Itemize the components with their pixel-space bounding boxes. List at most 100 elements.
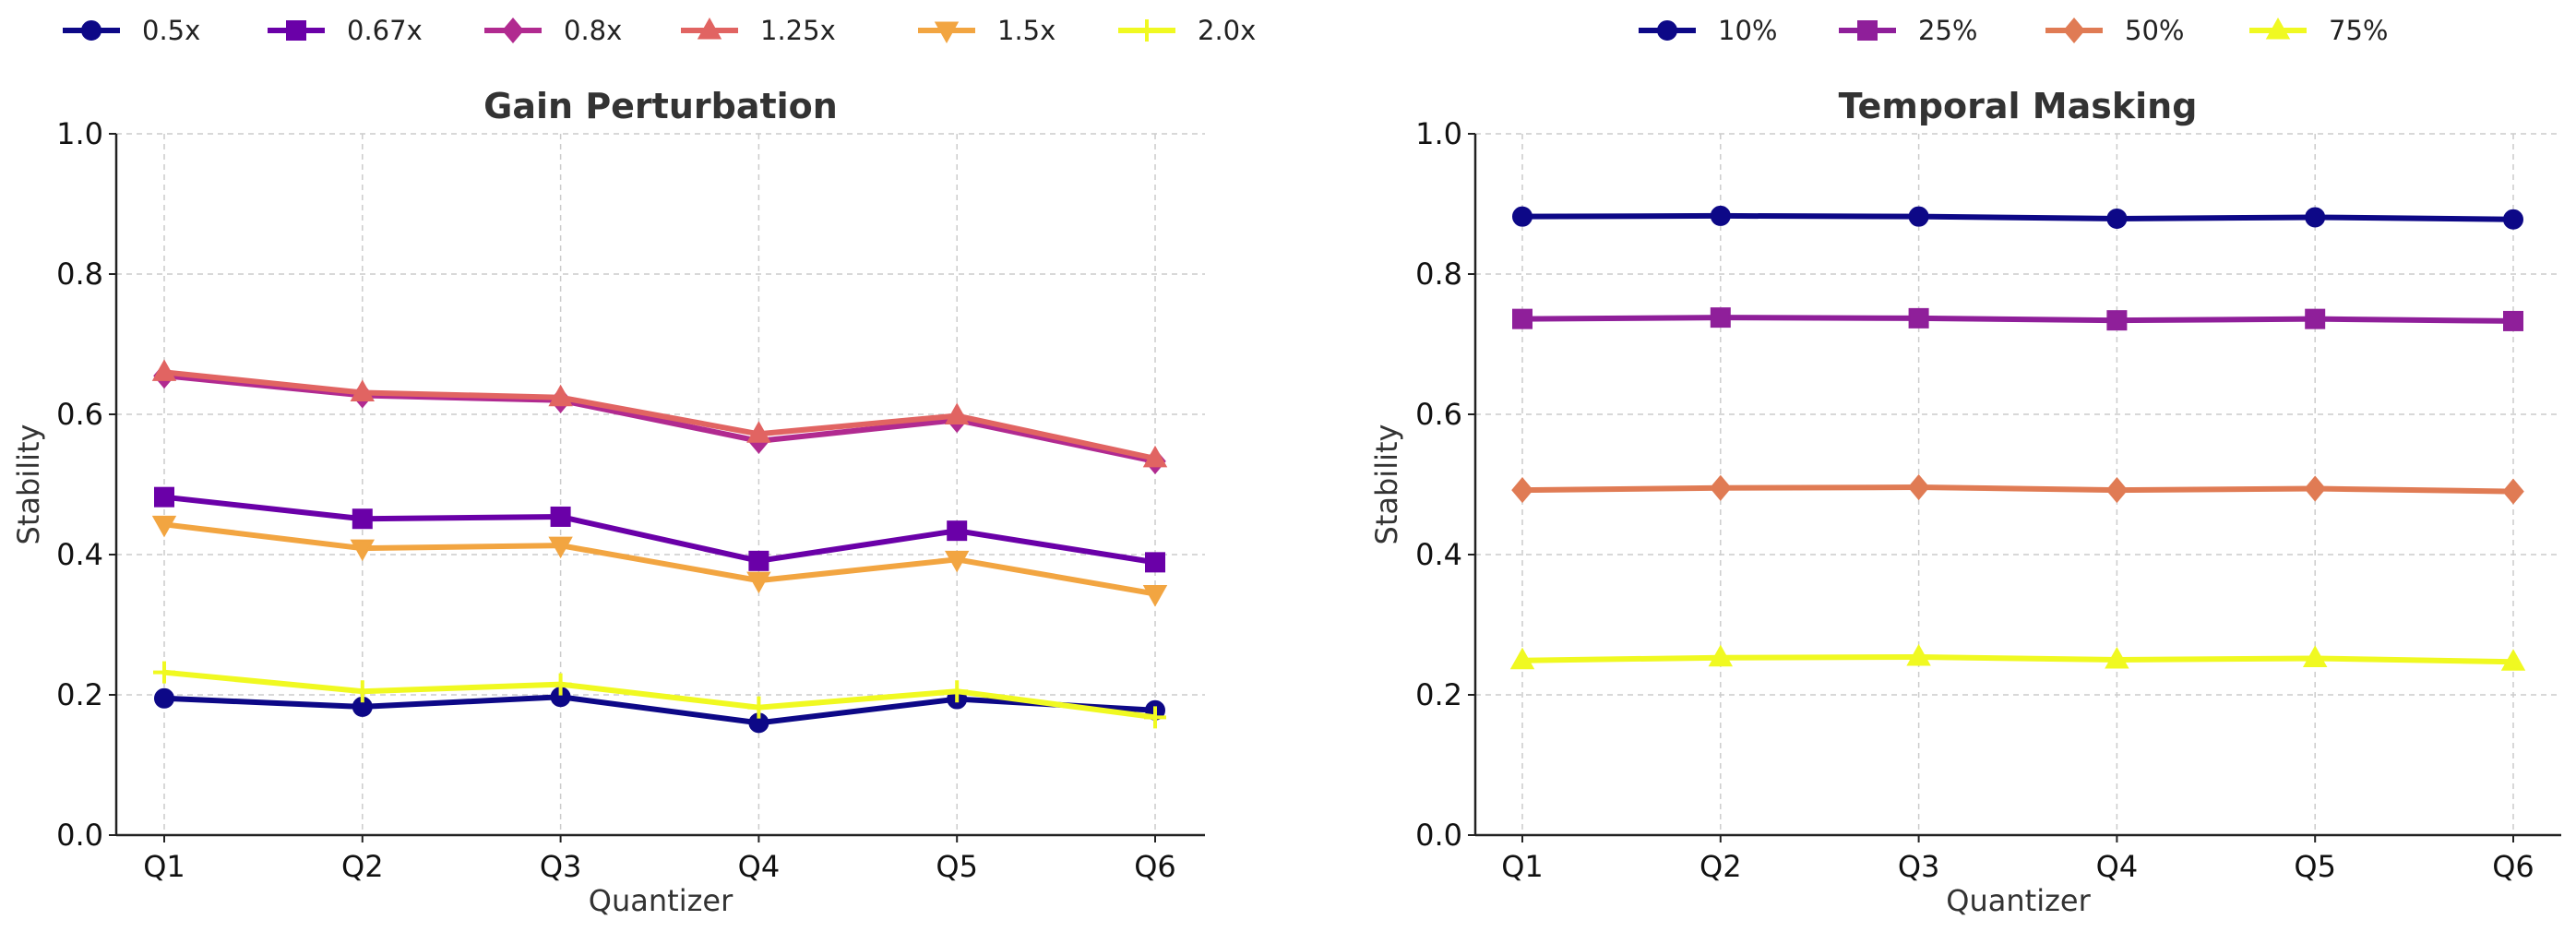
data-point-1-5x-q1 <box>151 515 177 538</box>
legend-marker-50pct <box>2063 17 2085 44</box>
legend-marker-2-0x <box>1136 19 1158 42</box>
y-tick-label: 0.2 <box>56 677 103 712</box>
data-point-75pct-q3 <box>1906 643 1931 666</box>
data-point-1-5x-q4 <box>746 571 771 594</box>
series-75pct <box>1509 643 2526 671</box>
grid <box>116 133 1205 836</box>
series-line-10pct <box>1520 212 2516 222</box>
data-point-2-0x-q4 <box>747 696 770 719</box>
x-axis-label: Quantizer <box>589 883 733 918</box>
legend-label-25pct: 25% <box>1918 15 1977 46</box>
data-point-50pct-q6 <box>2502 478 2524 505</box>
y-tick-label: 0.2 <box>1415 677 1462 712</box>
legend-marker-75pct <box>2265 17 2291 40</box>
data-point-25pct-q2 <box>1710 307 1731 329</box>
x-tick-label-q6: Q6 <box>1134 849 1176 884</box>
series-line-2-0x <box>161 669 1158 721</box>
data-point-0-67x-q2 <box>352 508 373 530</box>
x-tick-label-q4: Q4 <box>738 849 781 884</box>
series-1-25x <box>151 359 1168 468</box>
x-tick-label-q4: Q4 <box>2096 849 2139 884</box>
data-point-25pct-q4 <box>2106 310 2128 331</box>
chart-title: Temporal Masking <box>1839 86 2198 126</box>
axes: 0.0 0.2 0.4 0.6 0.8 1.0 Q1 Q2 Q3 Q4 Q5 Q6 <box>1415 116 2561 884</box>
y-tick-label: 0.8 <box>1415 257 1462 292</box>
chart-temporal-masking: 0.0 0.2 0.4 0.6 0.8 1.0 Q1 Q2 Q3 Q4 Q5 Q6 Temporal … <box>1369 15 2561 918</box>
series-10pct <box>1512 205 2523 230</box>
y-tick-label: 1.0 <box>1415 116 1462 151</box>
legend-marker-1-25x <box>697 17 722 40</box>
legend-label-0-5x: 0.5x <box>142 15 200 46</box>
data-point-10pct-q5 <box>2305 207 2326 228</box>
grid <box>1475 133 2561 836</box>
y-tick-label: 0.4 <box>56 537 103 572</box>
y-tick-label: 1.0 <box>56 116 103 151</box>
x-tick-label-q2: Q2 <box>1699 849 1742 884</box>
data-point-10pct-q3 <box>1908 206 1929 227</box>
x-tick-label-q1: Q1 <box>1501 849 1544 884</box>
series-group <box>1509 205 2526 671</box>
series-25pct <box>1512 307 2523 331</box>
data-point-10pct-q6 <box>2503 209 2523 230</box>
legend-label-50pct: 50% <box>2125 15 2184 46</box>
legend-label-10pct: 10% <box>1718 15 1777 46</box>
data-point-75pct-q1 <box>1509 647 1535 670</box>
data-point-1-25x-q5 <box>944 402 970 425</box>
legend-item-1-5x: 1.5x <box>918 15 1055 46</box>
data-point-50pct-q3 <box>1907 473 1930 501</box>
x-tick-label-q3: Q3 <box>540 849 582 884</box>
legend-label-75pct: 75% <box>2329 15 2388 46</box>
series-line-0-5x <box>161 694 1158 726</box>
data-point-75pct-q2 <box>1708 644 1734 667</box>
data-point-2-0x-q5 <box>946 680 969 703</box>
data-point-25pct-q1 <box>1512 308 1532 329</box>
legend-label-1-5x: 1.5x <box>997 15 1055 46</box>
x-tick-label-q3: Q3 <box>1898 849 1940 884</box>
series-group <box>151 359 1168 734</box>
data-point-50pct-q1 <box>1511 477 1533 504</box>
legend-item-75pct: 75% <box>2249 15 2388 46</box>
data-point-1-25x-q2 <box>350 379 376 401</box>
data-point-2-0x-q3 <box>549 673 572 696</box>
chart-title: Gain Perturbation <box>483 86 838 126</box>
data-point-25pct-q5 <box>2305 308 2326 329</box>
series-line-0-8x <box>161 373 1158 464</box>
data-point-0-67x-q4 <box>748 550 769 571</box>
legend-marker-0-5x <box>81 20 101 41</box>
legend-label-0-67x: 0.67x <box>347 15 423 46</box>
series-0-67x <box>154 486 1165 573</box>
y-tick-label: 0.4 <box>1415 537 1462 572</box>
y-tick-label: 0.6 <box>1415 397 1462 432</box>
data-point-10pct-q1 <box>1512 206 1532 227</box>
series-line-75pct <box>1520 653 2516 665</box>
x-tick-label-q6: Q6 <box>2492 849 2534 884</box>
data-point-2-0x-q1 <box>153 661 175 684</box>
series-line-1-5x <box>161 521 1158 597</box>
data-point-1-25x-q4 <box>746 421 771 443</box>
data-point-1-25x-q6 <box>1142 445 1168 468</box>
axes: 0.0 0.2 0.4 0.6 0.8 1.0 Q1 Q2 Q3 Q4 Q5 Q6 <box>56 116 1205 884</box>
data-point-50pct-q2 <box>1709 474 1732 501</box>
series-line-0-67x <box>161 494 1158 566</box>
data-point-1-25x-q3 <box>548 384 573 407</box>
legend-marker-25pct <box>1857 20 1878 41</box>
data-point-1-5x-q3 <box>548 536 573 559</box>
x-axis-label: Quantizer <box>1946 883 2091 918</box>
legend-item-25pct: 25% <box>1839 15 1977 46</box>
data-point-1-5x-q6 <box>1142 585 1168 607</box>
x-tick-label-q5: Q5 <box>2294 849 2336 884</box>
x-tick-label-q5: Q5 <box>936 849 978 884</box>
legend-item-0-67x: 0.67x <box>268 15 423 46</box>
data-point-0-67x-q6 <box>1145 552 1165 573</box>
legend-marker-0-8x <box>502 17 524 44</box>
data-point-25pct-q6 <box>2503 310 2523 331</box>
data-point-2-0x-q6 <box>1144 706 1166 729</box>
series-line-1-25x <box>161 369 1158 461</box>
data-point-2-0x-q2 <box>351 680 374 703</box>
y-axis-label: Stability <box>11 424 46 545</box>
data-point-50pct-q5 <box>2304 475 2327 502</box>
y-axis-label: Stability <box>1369 424 1404 545</box>
legend-label-1-25x: 1.25x <box>760 15 836 46</box>
data-point-0-67x-q3 <box>550 506 571 527</box>
legend-marker-1-5x <box>934 21 960 44</box>
